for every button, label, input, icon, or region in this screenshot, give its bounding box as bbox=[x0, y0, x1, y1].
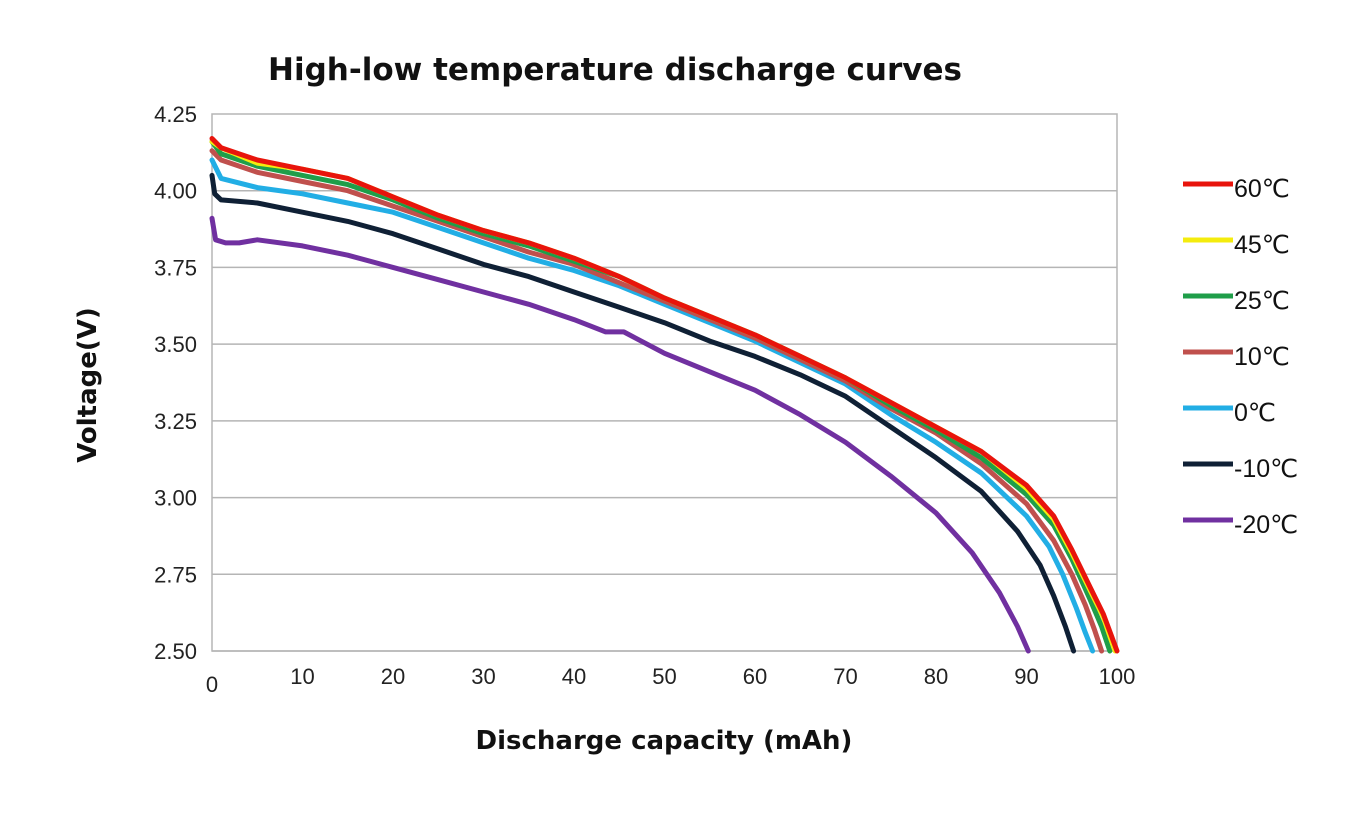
x-tick-label: 40 bbox=[562, 664, 586, 689]
x-tick-label: 10 bbox=[290, 664, 314, 689]
legend: 60℃ 45℃ 25℃ 10℃ 0℃ -10℃ -20℃ bbox=[1183, 175, 1298, 539]
legend-label: 60℃ bbox=[1234, 175, 1290, 203]
x-tick-label: 90 bbox=[1014, 664, 1038, 689]
x-tick-label: 50 bbox=[652, 664, 676, 689]
series-line bbox=[209, 215, 1031, 654]
chart-title: High-low temperature discharge curves bbox=[268, 52, 962, 88]
series-line bbox=[209, 148, 1105, 654]
y-tick-label: 3.75 bbox=[154, 255, 197, 280]
y-tick-label: 3.00 bbox=[154, 486, 197, 511]
legend-label: 10℃ bbox=[1234, 343, 1290, 371]
legend-label: -20℃ bbox=[1234, 511, 1298, 539]
legend-label: 0℃ bbox=[1234, 399, 1276, 427]
y-tick-label: 3.25 bbox=[154, 409, 197, 434]
x-tick-label: 20 bbox=[381, 664, 405, 689]
x-tick-label: 70 bbox=[833, 664, 857, 689]
x-tick-label: 100 bbox=[1099, 664, 1136, 689]
series-line bbox=[209, 136, 1120, 654]
y-tick-label: 4.00 bbox=[154, 179, 197, 204]
x-tick-label: 30 bbox=[471, 664, 495, 689]
y-tick-label: 2.50 bbox=[154, 639, 197, 664]
y-tick-label: 2.75 bbox=[154, 562, 197, 587]
legend-label: 45℃ bbox=[1234, 231, 1290, 259]
x-axis-title: Discharge capacity (mAh) bbox=[476, 726, 853, 756]
series-line bbox=[209, 172, 1077, 654]
x-axis-ticks: 0 10 20 30 40 50 60 70 80 90 100 bbox=[206, 664, 1135, 697]
grid-lines bbox=[212, 189, 1117, 652]
series-line bbox=[209, 157, 1096, 654]
y-tick-label: 4.25 bbox=[154, 102, 197, 127]
y-axis-ticks: 4.25 4.00 3.75 3.50 3.25 3.00 2.75 2.50 bbox=[154, 102, 197, 664]
x-tick-label: 0 bbox=[206, 672, 218, 697]
x-tick-label: 60 bbox=[743, 664, 767, 689]
legend-label: 25℃ bbox=[1234, 287, 1290, 315]
series-lines bbox=[209, 136, 1120, 654]
y-tick-label: 3.50 bbox=[154, 332, 197, 357]
y-axis-title: Voltage(V) bbox=[73, 307, 103, 463]
plot-area-frame bbox=[211, 113, 1118, 652]
legend-label: -10℃ bbox=[1234, 455, 1298, 483]
x-tick-label: 80 bbox=[924, 664, 948, 689]
